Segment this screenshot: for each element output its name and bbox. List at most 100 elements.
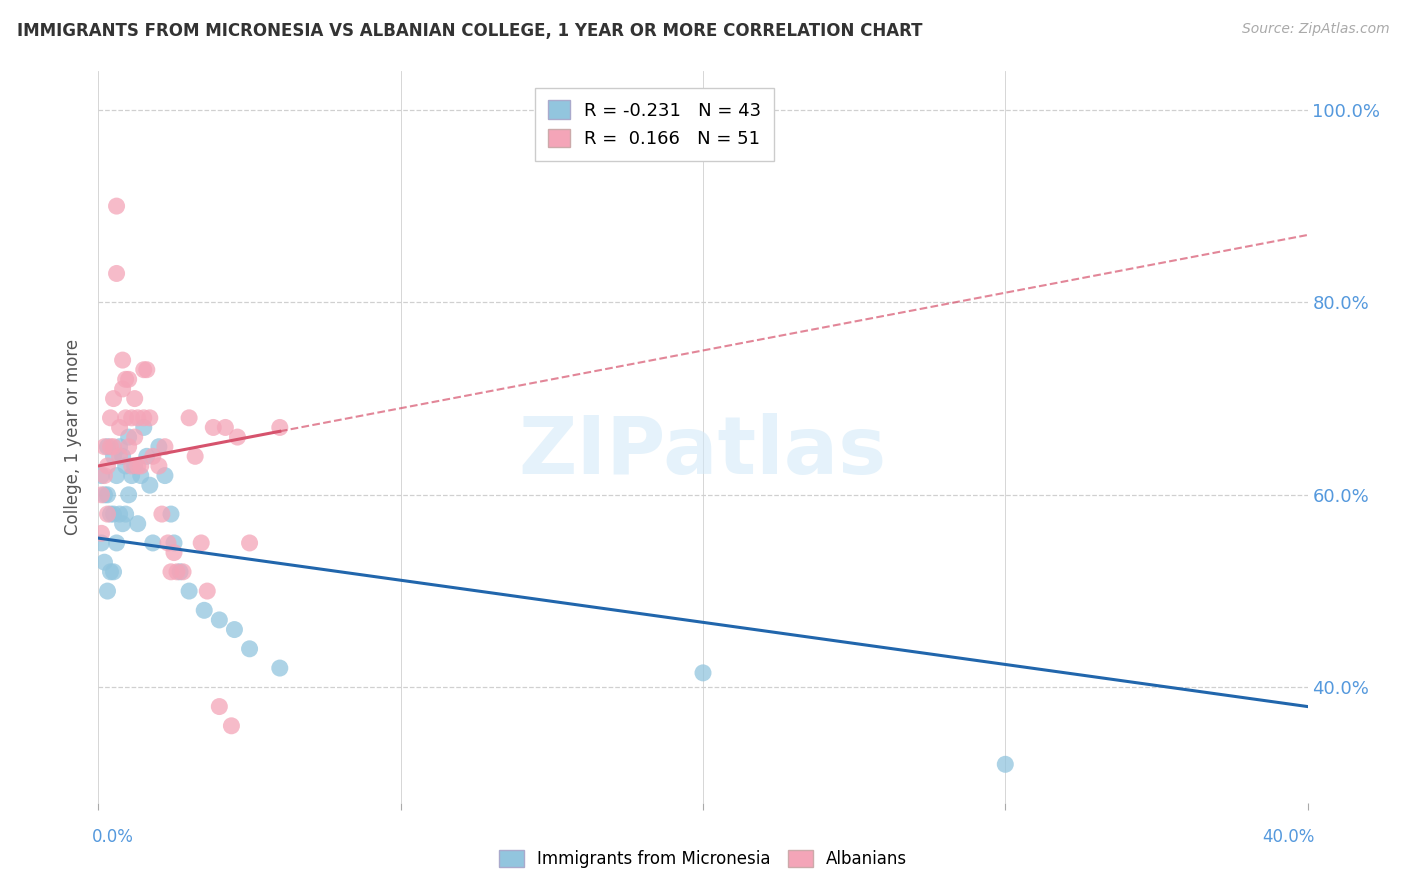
Point (135, 450, 157, 464)
Point (179, 410, 201, 425)
Point (100, 507, 122, 521)
Point (139, 478, 162, 492)
Legend: R = -0.231   N = 43, R =  0.166   N = 51: R = -0.231 N = 43, R = 0.166 N = 51 (536, 87, 773, 161)
Point (193, 603, 215, 617)
Text: ZIPatlas: ZIPatlas (519, 413, 887, 491)
Point (96, 458, 118, 473)
Point (108, 440, 131, 454)
Point (269, 420, 291, 434)
Point (108, 450, 131, 464)
Point (105, 199, 128, 213)
Point (132, 420, 155, 434)
Point (124, 430, 146, 444)
Point (114, 458, 136, 473)
Point (184, 450, 207, 464)
Point (121, 410, 143, 425)
Point (93, 555, 115, 569)
Text: Source: ZipAtlas.com: Source: ZipAtlas.com (1241, 22, 1389, 37)
Point (224, 623, 246, 637)
Point (692, 665, 714, 680)
Point (139, 410, 162, 425)
Point (208, 699, 231, 714)
Point (129, 468, 152, 483)
Point (111, 353, 134, 368)
Text: 0.0%: 0.0% (91, 828, 134, 846)
Point (108, 420, 131, 434)
Point (105, 536, 128, 550)
Point (163, 545, 186, 559)
Point (132, 410, 155, 425)
Text: 40.0%: 40.0% (1263, 828, 1315, 846)
Point (153, 440, 176, 454)
Point (156, 536, 179, 550)
Point (118, 430, 141, 444)
Legend: Immigrants from Micronesia, Albanians: Immigrants from Micronesia, Albanians (492, 843, 914, 875)
Point (124, 392, 146, 406)
Point (118, 372, 141, 386)
Point (226, 430, 249, 444)
Point (114, 507, 136, 521)
Point (93, 440, 115, 454)
Point (118, 440, 141, 454)
Point (163, 536, 186, 550)
Point (103, 507, 125, 521)
Point (179, 584, 201, 599)
Point (214, 420, 236, 434)
Point (135, 362, 157, 376)
Point (148, 458, 170, 473)
Point (160, 507, 183, 521)
Point (239, 536, 262, 550)
Point (208, 613, 231, 627)
Point (111, 382, 134, 396)
Point (96, 440, 118, 454)
Point (103, 440, 125, 454)
Point (93, 488, 115, 502)
Point (100, 410, 122, 425)
Point (160, 565, 183, 579)
Point (172, 565, 194, 579)
Point (90, 468, 112, 483)
Point (100, 565, 122, 579)
Point (239, 641, 262, 656)
Y-axis label: College, 1 year or more: College, 1 year or more (65, 339, 83, 535)
Point (111, 516, 134, 531)
Point (129, 458, 152, 473)
Point (90, 488, 112, 502)
Point (114, 410, 136, 425)
Point (127, 458, 149, 473)
Point (108, 507, 131, 521)
Point (148, 440, 170, 454)
Point (96, 488, 118, 502)
Point (105, 468, 128, 483)
Point (118, 488, 141, 502)
Point (190, 536, 212, 550)
Point (153, 468, 176, 483)
Point (124, 458, 146, 473)
Point (150, 507, 173, 521)
Point (111, 450, 134, 464)
Point (142, 536, 165, 550)
Point (105, 267, 128, 281)
Point (195, 584, 218, 599)
Point (166, 565, 188, 579)
Point (90, 526, 112, 541)
Point (142, 450, 165, 464)
Point (103, 450, 125, 464)
Point (114, 372, 136, 386)
Point (93, 468, 115, 483)
Point (127, 516, 149, 531)
Point (100, 440, 122, 454)
Point (221, 719, 243, 733)
Point (994, 757, 1017, 772)
Point (96, 584, 118, 599)
Point (121, 468, 143, 483)
Point (132, 362, 155, 376)
Point (169, 565, 191, 579)
Point (269, 661, 291, 675)
Text: IMMIGRANTS FROM MICRONESIA VS ALBANIAN COLLEGE, 1 YEAR OR MORE CORRELATION CHART: IMMIGRANTS FROM MICRONESIA VS ALBANIAN C… (17, 22, 922, 40)
Point (202, 420, 225, 434)
Point (103, 392, 125, 406)
Point (96, 507, 118, 521)
Point (121, 458, 143, 473)
Point (127, 410, 149, 425)
